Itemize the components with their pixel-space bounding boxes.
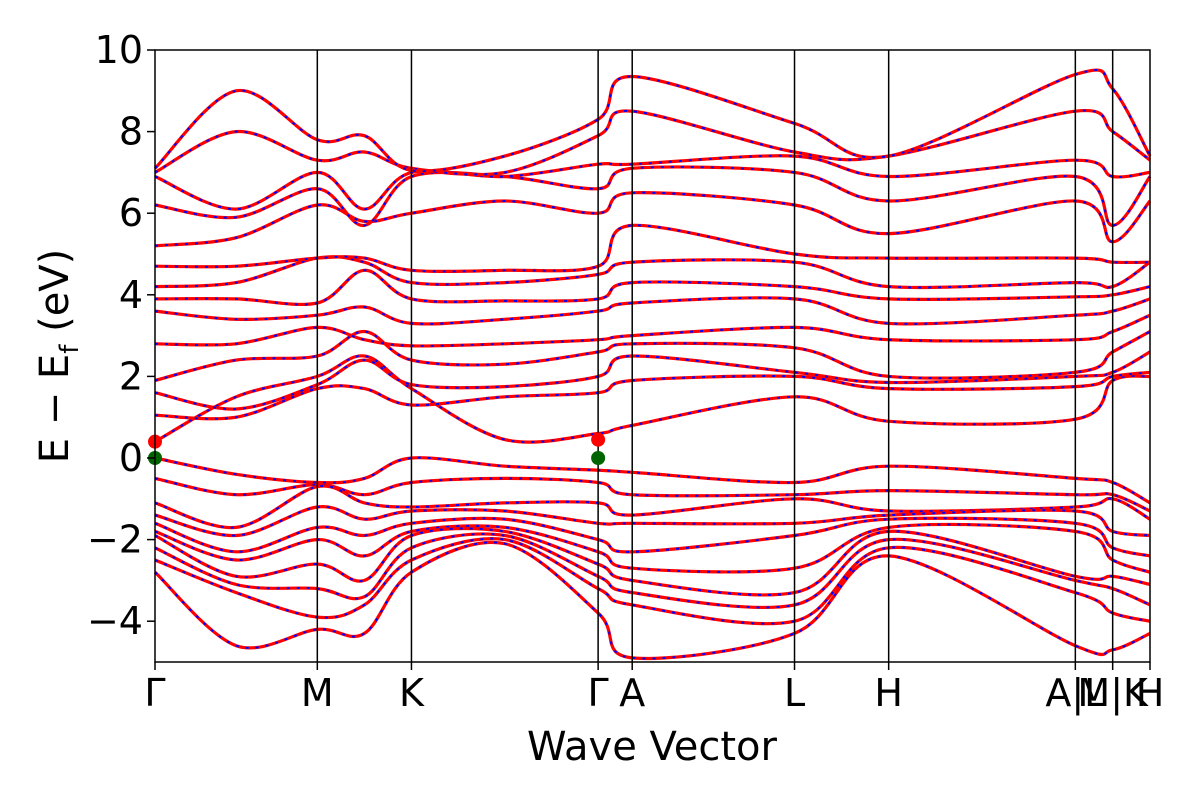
conduction-band-1-dash <box>154 354 1151 444</box>
y-axis-title-unit: (eV) <box>32 249 78 345</box>
conduction-band-6-line <box>154 296 1151 326</box>
y-tick-label-3: 2 <box>119 354 143 398</box>
conduction-band-12-line <box>154 154 1151 211</box>
conduction-band-9-dash <box>154 224 1151 273</box>
conduction-band-9 <box>154 223 1151 274</box>
conduction-band-13-line <box>154 108 1151 177</box>
cbm-point-4 <box>591 432 606 447</box>
x-tick-label-7: A|L <box>1045 671 1105 716</box>
conduction-band-1 <box>154 354 1151 444</box>
conduction-band-6 <box>154 296 1151 326</box>
conduction-band-10-dash <box>154 191 1151 247</box>
y-tick-label-1: −2 <box>87 518 143 562</box>
x-tick-label-3: Γ <box>588 671 609 715</box>
valence-band-7 <box>154 526 1151 597</box>
y-tick-label-2: 0 <box>119 436 143 480</box>
plot-frame <box>154 49 1151 663</box>
y-axis-title: E − Ef (eV) <box>32 249 85 464</box>
svg-text:E − Ef (eV): E − Ef (eV) <box>32 249 85 464</box>
conduction-band-9-line <box>154 223 1151 274</box>
conduction-band-13-dash <box>154 109 1151 176</box>
y-axis-title-subscript: f <box>55 344 85 354</box>
x-tick-label-8: M|K <box>1077 671 1149 716</box>
conduction-band-2-dash <box>154 371 1151 420</box>
y-tick-label-4: 4 <box>119 273 143 317</box>
x-tick-label-2: K <box>399 671 425 715</box>
conduction-band-1-line <box>154 354 1151 444</box>
vbm-point-2 <box>591 451 606 465</box>
y-ticks: −4 −2 0 2 4 6 8 10 <box>87 28 155 643</box>
extrema-points <box>148 432 606 465</box>
y-tick-label-5: 6 <box>119 191 143 235</box>
conduction-band-12 <box>154 154 1151 211</box>
conduction-band-13 <box>154 108 1151 177</box>
y-tick-label-7: 10 <box>95 28 143 72</box>
x-tick-label-9: H <box>1136 671 1165 715</box>
x-tick-label-4: A <box>619 671 645 715</box>
valence-band-1-dash <box>154 456 1151 504</box>
y-axis-title-main: E − E <box>32 354 78 464</box>
x-tick-label-5: L <box>784 671 805 715</box>
x-tick-label-1: M <box>301 671 334 715</box>
x-axis-title: Wave Vector <box>527 724 778 770</box>
conduction-band-10 <box>154 191 1152 248</box>
conduction-band-10-line <box>154 191 1152 248</box>
valence-band-7-line <box>154 526 1151 597</box>
x-tick-label-6: H <box>874 671 903 715</box>
y-tick-label-6: 8 <box>119 110 143 154</box>
bands-layer <box>153 68 1152 661</box>
y-tick-label-0: −4 <box>87 599 143 643</box>
conduction-band-7-line <box>154 268 1151 307</box>
conduction-band-11-dash <box>154 165 1151 227</box>
x-tick-label-0: Γ <box>144 671 165 715</box>
valence-band-2-dash <box>154 477 1151 512</box>
conduction-band-7 <box>154 268 1151 307</box>
x-ticks: Γ M K Γ A L H A|LM|KH <box>144 662 1164 716</box>
kpoint-lines <box>316 50 1114 662</box>
